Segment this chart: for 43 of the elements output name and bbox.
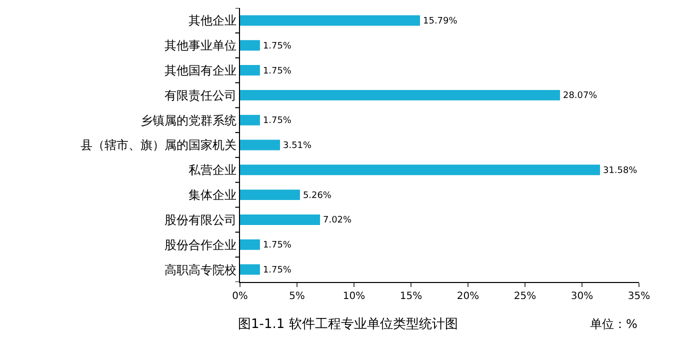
text: 单位：% (590, 317, 638, 331)
x-tick-label: 30% (570, 291, 594, 302)
x-tick-label: 35% (628, 291, 650, 302)
y-tick-label: 县（辖市、旗）属的国家机关 (80, 138, 237, 152)
y-tick-label: 股份有限公司 (164, 212, 237, 227)
bar (240, 90, 560, 100)
y-tick-label: 高职高专院校 (164, 262, 237, 277)
x-tick-label: 20% (456, 291, 480, 302)
data-label: 28.07% (563, 91, 598, 102)
y-tick-label: 有限责任公司 (164, 88, 237, 102)
data-label: 15.79% (423, 16, 458, 26)
data-label: 7.02% (323, 216, 352, 226)
x-tick-label: 25% (514, 291, 536, 302)
bar (240, 15, 420, 26)
x-tick-label: 15% (400, 291, 422, 302)
bar (240, 114, 260, 126)
data-label: 1.75% (262, 266, 292, 276)
data-label: 1.75% (262, 116, 292, 126)
bar (240, 239, 260, 250)
y-tick-label: 其他事业单位 (164, 38, 237, 53)
data-label: 1.75% (262, 240, 292, 251)
x-tick-label: 10% (342, 291, 366, 302)
text: 图1-1.1 软件工程专业单位类型统计图 (238, 317, 458, 332)
y-tick-label: 其他国有企业 (164, 63, 237, 78)
bar (240, 140, 280, 150)
y-tick-label: 私营企业 (188, 163, 237, 178)
data-label: 1.75% (262, 41, 292, 52)
bar (240, 264, 260, 275)
data-label: 3.51% (283, 140, 312, 151)
bar (240, 40, 260, 51)
bar (240, 65, 260, 76)
y-tick-label: 其他企业 (188, 14, 237, 28)
bar (240, 164, 600, 176)
bar (240, 190, 300, 200)
bar (240, 214, 320, 225)
data-label: 5.26% (302, 190, 332, 201)
x-tick-label: 5% (289, 291, 305, 302)
y-tick-label: 股份合作企业 (164, 238, 237, 252)
x-tick-label: 0% (232, 291, 248, 302)
data-label: 1.75% (262, 66, 292, 76)
data-label: 31.58% (603, 166, 638, 176)
y-tick-label: 集体企业 (188, 188, 237, 202)
y-tick-label: 乡镇属的党群系统 (140, 113, 237, 128)
